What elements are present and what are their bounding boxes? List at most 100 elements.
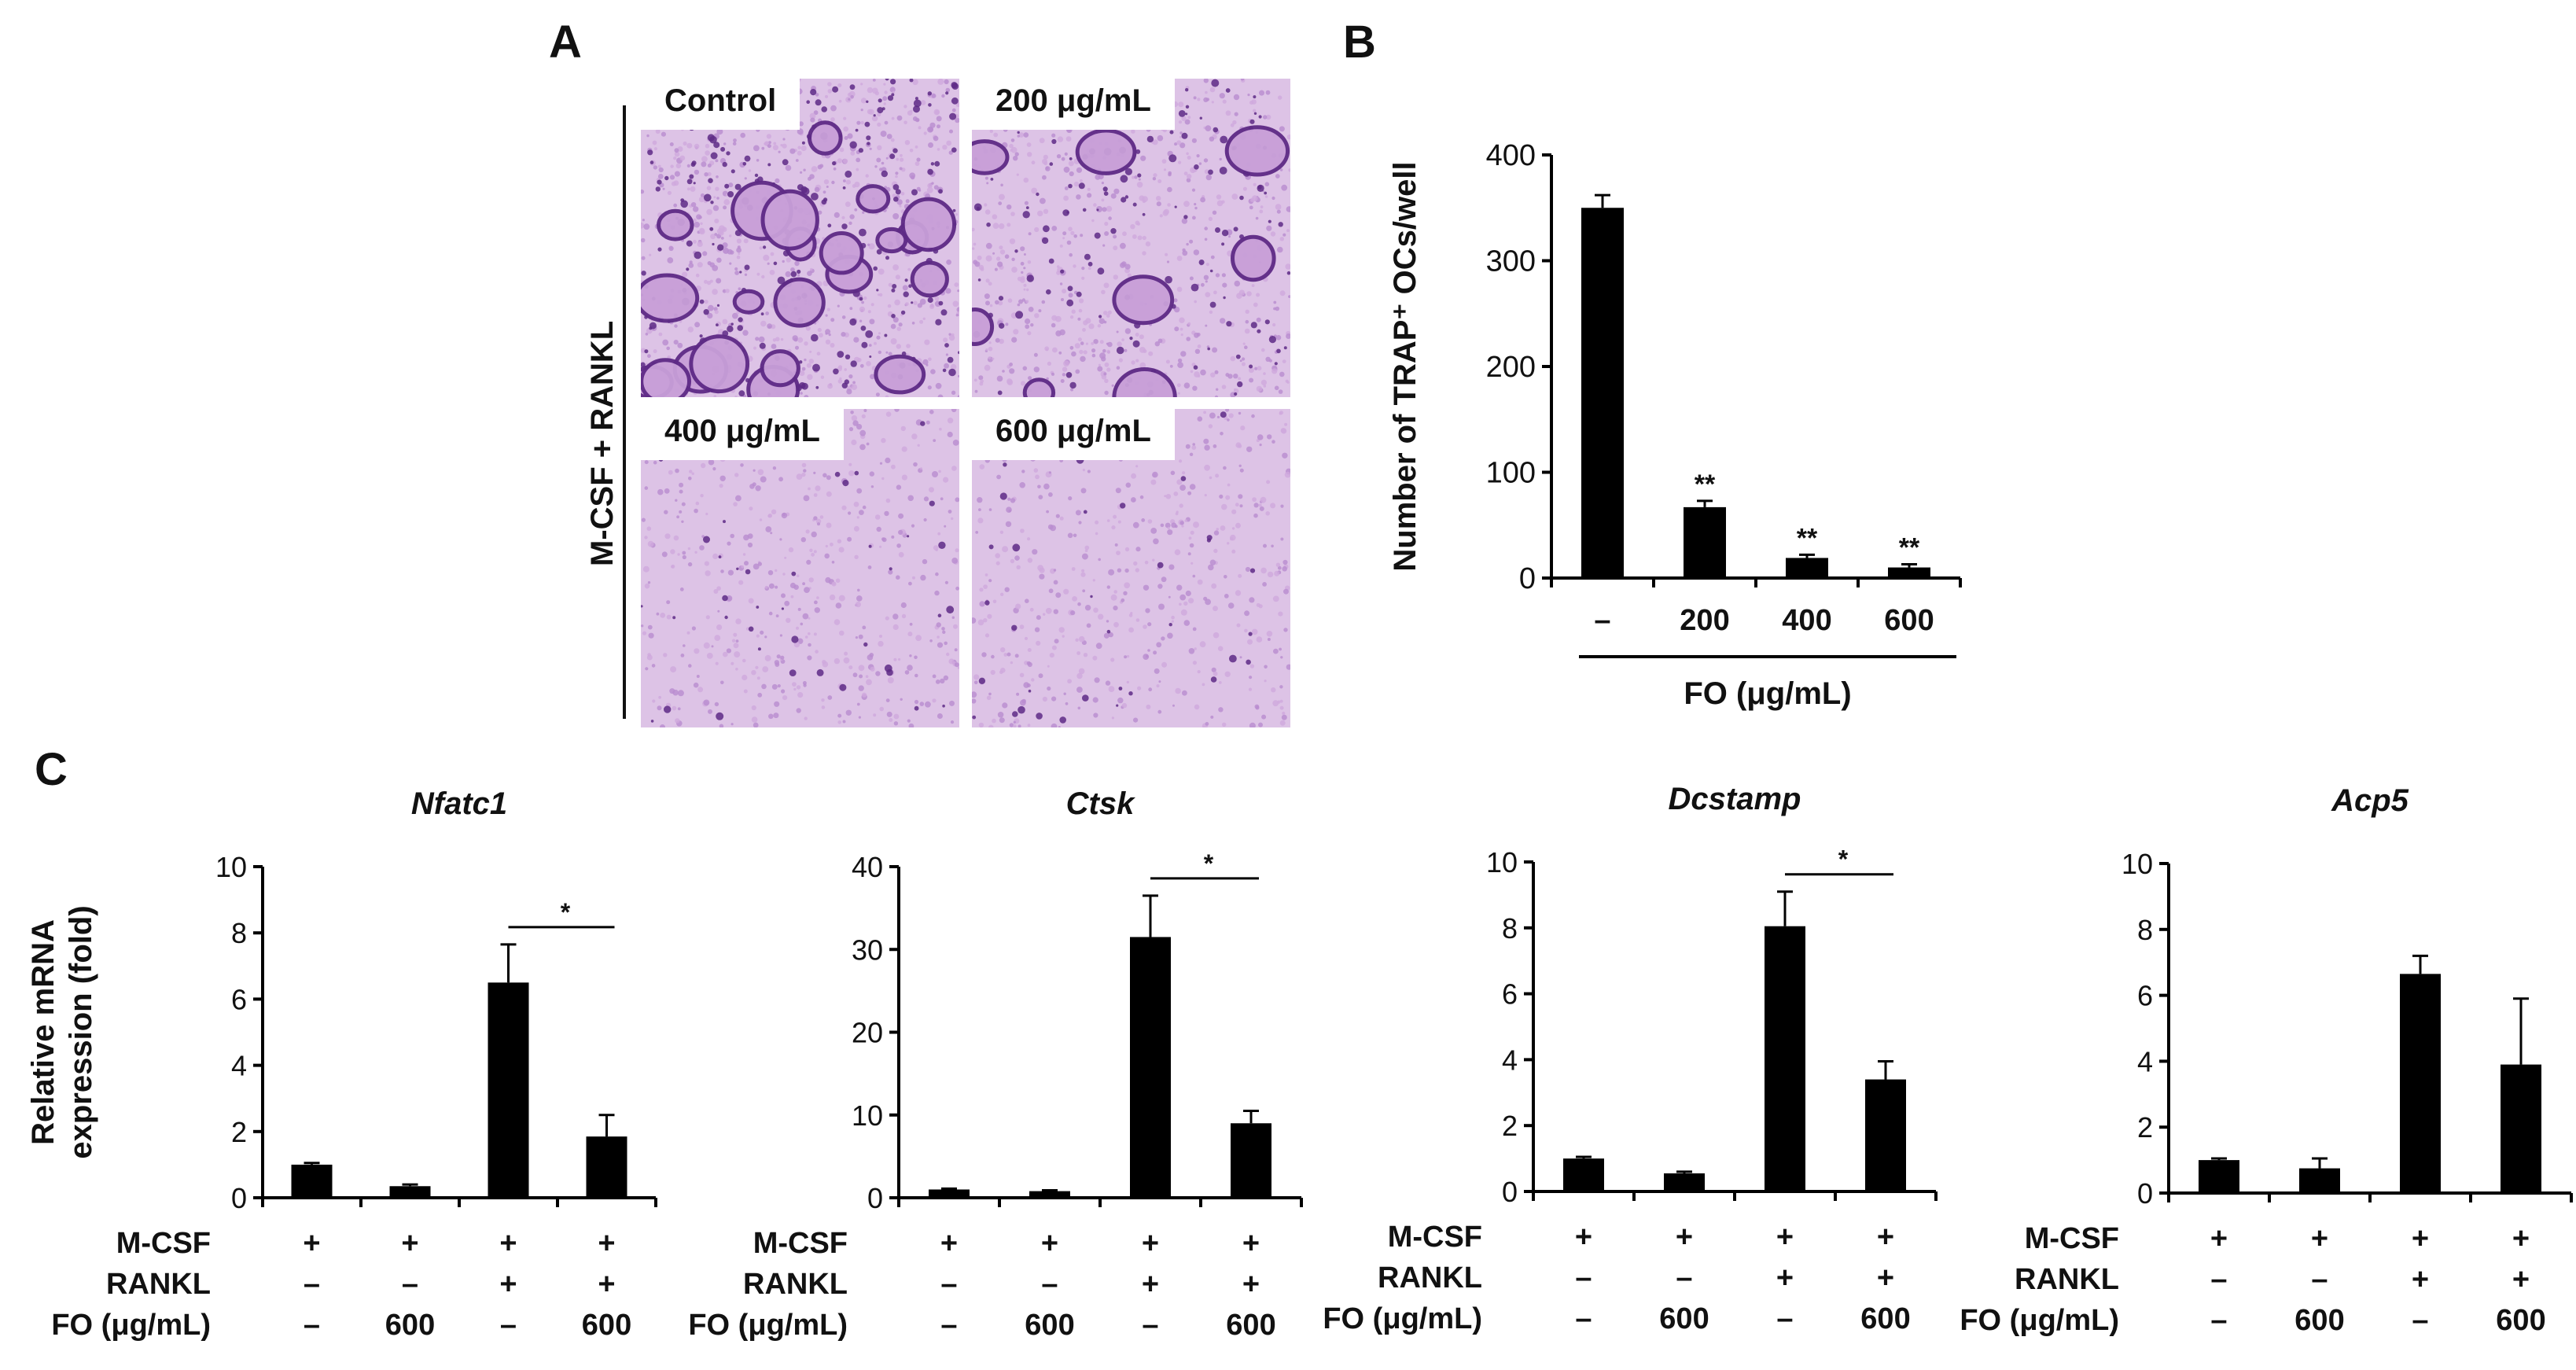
micrograph-cell-dot bbox=[834, 212, 840, 218]
micrograph-cell-dot bbox=[843, 657, 850, 664]
micrograph-cell-dot bbox=[1130, 224, 1135, 230]
micrograph-cell-dot bbox=[1070, 230, 1075, 235]
micrograph-cell-dot bbox=[1233, 374, 1238, 379]
condition-cell: + bbox=[1676, 1221, 1693, 1254]
micrograph-cell-dot bbox=[1137, 235, 1143, 241]
micrograph-cell-dot bbox=[768, 713, 774, 720]
y-tick-label: 10 bbox=[215, 851, 247, 883]
micrograph-stain-dot bbox=[1283, 346, 1287, 350]
bar bbox=[291, 1164, 333, 1198]
micrograph-cell-dot bbox=[736, 238, 742, 244]
micrograph-cell-dot bbox=[658, 332, 663, 337]
micrograph-stain-dot bbox=[1097, 267, 1105, 275]
micrograph-cell-dot bbox=[948, 334, 955, 341]
micrograph-cell-dot bbox=[1177, 358, 1183, 363]
micrograph-cell-dot bbox=[1192, 215, 1196, 220]
micrograph-stain-dot bbox=[1257, 185, 1262, 190]
micrograph-cell-dot bbox=[734, 651, 741, 658]
osteoclast-blob bbox=[732, 289, 765, 315]
micrograph-cell-dot bbox=[952, 300, 959, 308]
micrograph-cell-dot bbox=[955, 117, 959, 123]
micrograph-cell-dot bbox=[923, 517, 927, 522]
condition-cell: – bbox=[2311, 1263, 2328, 1296]
micrograph-cell-dot bbox=[837, 366, 842, 372]
micrograph-stain-dot bbox=[934, 160, 940, 167]
micrograph-cell-dot bbox=[775, 178, 780, 183]
micrograph-cell-dot bbox=[1136, 222, 1141, 226]
condition-cell: + bbox=[499, 1268, 517, 1301]
micrograph-cell-dot bbox=[641, 190, 645, 194]
micrograph-cell-dot bbox=[945, 87, 951, 93]
micrograph-cell-dot bbox=[653, 147, 657, 151]
micrograph-cell-dot bbox=[1024, 201, 1029, 205]
micrograph-cell-dot bbox=[818, 210, 822, 215]
micrograph-stain-dot bbox=[709, 135, 717, 144]
micrograph-cell-dot bbox=[865, 174, 869, 178]
micrograph-cell-dot bbox=[881, 477, 885, 481]
micrograph-cell-dot bbox=[815, 518, 822, 525]
micrograph-stain-dot bbox=[1124, 195, 1129, 199]
micrograph-cell-dot bbox=[799, 370, 805, 376]
micrograph-cell-dot bbox=[1108, 216, 1112, 220]
micrograph-cell-dot bbox=[839, 630, 845, 636]
micrograph-cell-dot bbox=[1244, 345, 1248, 350]
micrograph-cell-dot bbox=[686, 187, 690, 191]
condition-cell: 600 bbox=[582, 1309, 631, 1342]
micrograph-stain-dot bbox=[904, 278, 908, 282]
micrograph-cell-dot bbox=[777, 684, 781, 688]
micrograph-cell-dot bbox=[773, 713, 779, 719]
micrograph-cell-dot bbox=[857, 588, 860, 592]
micrograph-cell-dot bbox=[706, 186, 712, 190]
micrograph-stain-dot bbox=[1286, 271, 1290, 275]
micrograph-cell-dot bbox=[1210, 372, 1216, 377]
micrograph-stain-dot bbox=[958, 351, 959, 355]
micrograph-cell-dot bbox=[1023, 132, 1029, 138]
micrograph-stain-dot bbox=[885, 79, 889, 81]
micrograph-cell-dot bbox=[707, 164, 712, 168]
micrograph-cell-dot bbox=[1142, 235, 1146, 241]
micrograph-cell-dot bbox=[1080, 234, 1084, 238]
micrograph-cell-dot bbox=[1265, 90, 1271, 95]
micrograph-cell-dot bbox=[1260, 205, 1264, 208]
micrograph-cell-dot bbox=[947, 431, 953, 438]
micrograph-cell-dot bbox=[658, 167, 664, 173]
micrograph-cell-dot bbox=[949, 700, 955, 706]
micrograph-cell-dot bbox=[782, 260, 785, 263]
micrograph-cell-dot bbox=[876, 157, 881, 163]
micrograph-cell-dot bbox=[906, 344, 911, 348]
micrograph-stain-dot bbox=[754, 173, 759, 178]
micrograph-cell-dot bbox=[1062, 289, 1067, 294]
micrograph-cell-dot bbox=[1187, 156, 1191, 160]
micrograph-cell-dot bbox=[1043, 154, 1048, 160]
micrograph-cell-dot bbox=[1037, 210, 1043, 217]
micrograph-cell-dot bbox=[1138, 178, 1141, 181]
micrograph-cell-dot bbox=[674, 324, 678, 328]
micrograph-cell-dot bbox=[1233, 94, 1240, 101]
micrograph-stain-dot bbox=[866, 100, 869, 103]
micrograph-cell-dot bbox=[1189, 239, 1194, 244]
micrograph-cell-dot bbox=[890, 338, 897, 344]
micrograph-cell-dot bbox=[707, 261, 712, 266]
micrograph-stain-dot bbox=[694, 251, 702, 260]
micrograph-cell-dot bbox=[1106, 349, 1110, 354]
micrograph-stain-dot bbox=[1017, 131, 1020, 134]
micrograph-cell-dot bbox=[980, 267, 984, 271]
micrograph-stain-dot bbox=[948, 368, 956, 377]
micrograph-stain-dot bbox=[1124, 168, 1132, 175]
micrograph-stain-dot bbox=[999, 322, 1005, 329]
micrograph-cell-dot bbox=[723, 205, 727, 210]
micrograph-cell-dot bbox=[943, 337, 948, 343]
micrograph-cell-dot bbox=[1069, 345, 1074, 350]
condition-cell: + bbox=[1776, 1221, 1794, 1254]
micrograph-cell-dot bbox=[641, 624, 644, 628]
micrograph-cell-dot bbox=[1087, 267, 1091, 271]
micrograph-cell-dot bbox=[679, 587, 684, 591]
y-tick-label: 6 bbox=[231, 983, 247, 1015]
micrograph-stain-dot bbox=[1225, 88, 1231, 93]
micrograph-cell-dot bbox=[729, 234, 732, 238]
micrograph-cell-dot bbox=[1219, 157, 1222, 161]
micrograph-cell-dot bbox=[1253, 182, 1257, 186]
micrograph-cell-dot bbox=[698, 197, 705, 203]
micrograph-cell-dot bbox=[1102, 207, 1107, 212]
micrograph-cell-dot bbox=[988, 282, 992, 286]
